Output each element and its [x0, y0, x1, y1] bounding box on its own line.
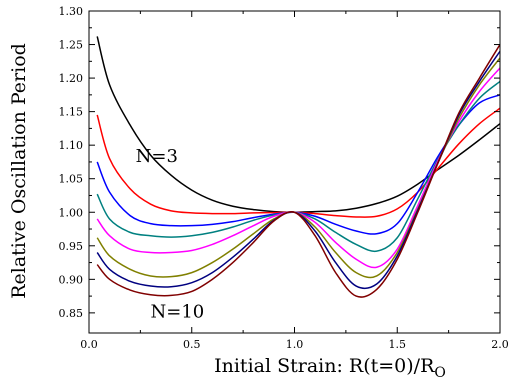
y-tick-label: 1.10: [59, 139, 84, 152]
y-tick-label: 1.00: [59, 206, 84, 219]
y-tick-label: 1.25: [59, 39, 84, 52]
y-tick-label: 0.85: [59, 307, 84, 320]
y-tick-label: 1.20: [59, 72, 84, 85]
y-tick-label: 1.30: [59, 5, 84, 18]
x-axis-title: Initial Strain: R(t=0)/RO: [214, 355, 446, 379]
y-tick-label: 0.95: [59, 240, 84, 253]
annotation-n-3: N=3: [136, 146, 178, 167]
x-tick-label: 1.5: [389, 338, 407, 351]
series-layer: [96, 36, 501, 298]
y-tick-label: 1.05: [59, 173, 84, 186]
annotation-n-10: N=10: [150, 302, 204, 323]
y-tick-label: 0.90: [59, 273, 84, 286]
x-tick-label: 0.5: [183, 338, 201, 351]
series-line-8: [96, 44, 501, 298]
x-tick-label: 0.0: [80, 338, 98, 351]
y-axis-title: Relative Oscillation Period: [8, 43, 30, 299]
x-tick-label: 2.0: [491, 338, 509, 351]
x-tick-label: 1.0: [286, 338, 304, 351]
x-axis-title-subscript: O: [434, 365, 445, 379]
tick-layer: 0.0 0.5 1.0 1.5 2.0 0.85 0.90 0.95 1.00 1.05 1.10 1…: [59, 5, 509, 351]
annotation-layer: N=3 N=10: [136, 146, 205, 323]
y-tick-label: 1.15: [59, 106, 84, 119]
